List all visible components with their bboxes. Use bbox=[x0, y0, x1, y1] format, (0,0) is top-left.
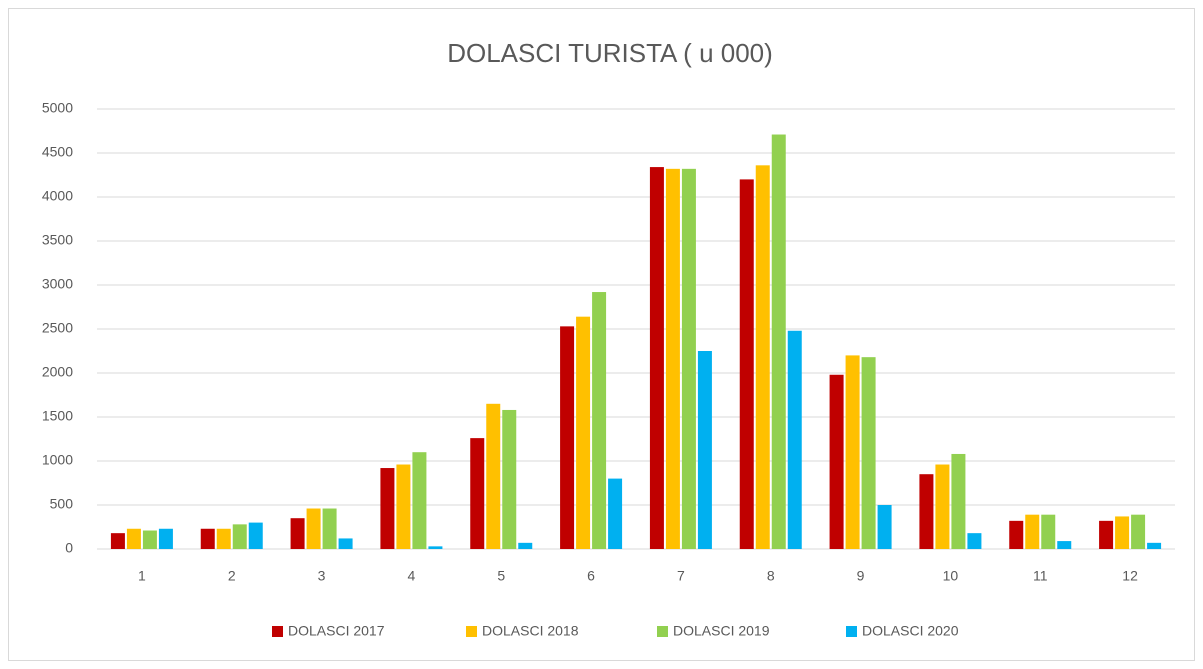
bar bbox=[110, 533, 125, 549]
bar bbox=[1131, 514, 1146, 549]
bar bbox=[322, 508, 337, 549]
bar bbox=[951, 453, 966, 549]
x-tick-label: 9 bbox=[857, 568, 865, 584]
y-tick-label: 4000 bbox=[42, 188, 73, 204]
bar bbox=[428, 546, 443, 549]
x-tick-label: 3 bbox=[318, 568, 326, 584]
bar bbox=[200, 528, 215, 549]
x-tick-label: 7 bbox=[677, 568, 685, 584]
legend-label: DOLASCI 2020 bbox=[862, 623, 959, 639]
bar bbox=[380, 468, 395, 549]
y-tick-label: 4500 bbox=[42, 144, 73, 160]
bar bbox=[518, 542, 533, 549]
bar bbox=[608, 478, 623, 549]
bar bbox=[681, 168, 696, 549]
legend-swatch bbox=[846, 626, 857, 637]
bar bbox=[1099, 520, 1114, 549]
bar bbox=[649, 167, 664, 549]
bar bbox=[248, 522, 263, 549]
bar bbox=[1057, 541, 1072, 549]
bar bbox=[787, 330, 802, 549]
bar bbox=[697, 351, 712, 549]
x-tick-label: 1 bbox=[138, 568, 146, 584]
bar bbox=[142, 530, 157, 549]
bar bbox=[576, 316, 591, 549]
legend-swatch bbox=[466, 626, 477, 637]
legend-label: DOLASCI 2017 bbox=[288, 623, 385, 639]
x-tick-label: 2 bbox=[228, 568, 236, 584]
bar bbox=[470, 438, 485, 549]
x-tick-label: 12 bbox=[1122, 568, 1138, 584]
y-tick-label: 1500 bbox=[42, 408, 73, 424]
x-tick-label: 6 bbox=[587, 568, 595, 584]
bar bbox=[306, 508, 321, 549]
legend-label: DOLASCI 2018 bbox=[482, 623, 579, 639]
bar bbox=[216, 528, 231, 549]
bar bbox=[739, 179, 754, 549]
y-tick-label: 2000 bbox=[42, 364, 73, 380]
x-tick-label: 4 bbox=[408, 568, 416, 584]
bar bbox=[1009, 520, 1024, 549]
bar bbox=[338, 538, 353, 549]
bar bbox=[1147, 542, 1162, 549]
bar bbox=[486, 403, 501, 549]
bar bbox=[1041, 514, 1056, 549]
legend-swatch bbox=[272, 626, 283, 637]
y-tick-label: 3500 bbox=[42, 232, 73, 248]
y-tick-label: 1000 bbox=[42, 452, 73, 468]
chart-title: DOLASCI TURISTA ( u 000) bbox=[447, 38, 773, 68]
y-tick-label: 2500 bbox=[42, 320, 73, 336]
y-tick-label: 500 bbox=[50, 496, 74, 512]
bar bbox=[158, 528, 173, 549]
legend-label: DOLASCI 2019 bbox=[673, 623, 770, 639]
bar bbox=[935, 464, 950, 549]
x-tick-label: 10 bbox=[943, 568, 959, 584]
bar bbox=[1025, 514, 1040, 549]
legend-swatch bbox=[657, 626, 668, 637]
bar bbox=[665, 168, 680, 549]
bar bbox=[412, 452, 427, 549]
bar bbox=[232, 524, 247, 549]
bar bbox=[877, 505, 892, 549]
bar bbox=[967, 533, 982, 549]
y-tick-label: 5000 bbox=[42, 100, 73, 116]
bar bbox=[919, 474, 934, 549]
bar bbox=[755, 165, 770, 549]
bar bbox=[502, 409, 517, 549]
bar bbox=[829, 374, 844, 549]
bar bbox=[771, 134, 786, 549]
bar bbox=[126, 528, 141, 549]
bar bbox=[1115, 516, 1130, 549]
x-tick-label: 8 bbox=[767, 568, 775, 584]
bar bbox=[290, 518, 305, 549]
y-tick-label: 3000 bbox=[42, 276, 73, 292]
x-tick-label: 5 bbox=[497, 568, 505, 584]
bar bbox=[592, 292, 607, 549]
x-tick-label: 11 bbox=[1033, 568, 1048, 584]
bar bbox=[560, 326, 575, 549]
y-tick-label: 0 bbox=[65, 540, 73, 556]
bar bbox=[861, 357, 876, 549]
bar bbox=[396, 464, 411, 549]
bar bbox=[845, 355, 860, 549]
